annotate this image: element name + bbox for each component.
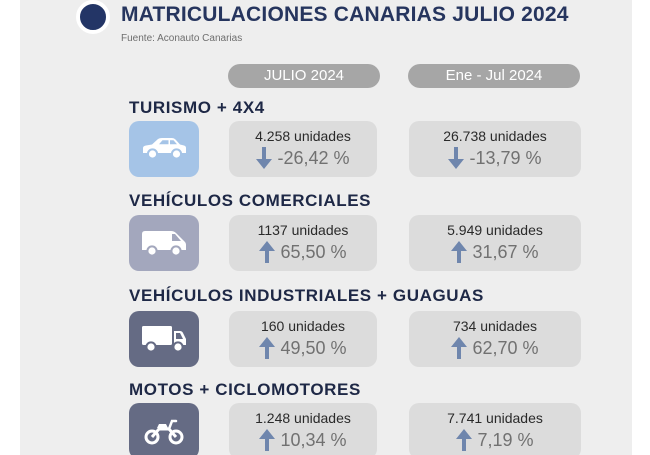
percent-change: 10,34 % xyxy=(229,429,377,451)
percent-change: 31,67 % xyxy=(409,241,581,263)
stat-industriales-month: 160 unidades 49,50 % xyxy=(229,311,377,367)
percent-value: 7,19 % xyxy=(477,429,534,450)
percent-value: 62,70 % xyxy=(472,337,539,358)
infographic-card: MATRICULACIONES CANARIAS JULIO 2024 Fuen… xyxy=(20,0,632,455)
arrow-up-icon xyxy=(259,241,276,263)
car-icon xyxy=(143,138,186,160)
section-icon-box-turismo xyxy=(129,121,199,177)
stat-turismo-month: 4.258 unidades -26,42 % xyxy=(229,121,377,177)
arrow-down-icon xyxy=(448,147,465,169)
section-icon-box-industriales xyxy=(129,311,199,367)
section-title-industriales: VEHÍCULOS INDUSTRIALES + GUAGUAS xyxy=(129,286,484,305)
units-value: 4.258 unidades xyxy=(255,128,351,144)
page-title: MATRICULACIONES CANARIAS JULIO 2024 xyxy=(121,3,569,26)
percent-value: 10,34 % xyxy=(280,429,347,450)
stat-motos-ytd: 7.741 unidades 7,19 % xyxy=(409,403,581,455)
arrow-up-icon xyxy=(451,337,468,359)
section-icon-box-motos xyxy=(129,403,199,455)
stat-comerciales-ytd: 5.949 unidades 31,67 % xyxy=(409,215,581,271)
percent-value: 65,50 % xyxy=(280,241,347,262)
motorcycle-icon xyxy=(144,419,184,445)
percent-change: 49,50 % xyxy=(229,337,377,359)
header-bullet xyxy=(76,0,110,34)
van-icon xyxy=(142,231,186,257)
percent-value: -26,42 % xyxy=(277,147,350,168)
percent-change: -26,42 % xyxy=(229,147,377,169)
section-icon-box-comerciales xyxy=(129,215,199,271)
arrow-up-icon xyxy=(259,337,276,359)
arrow-up-icon xyxy=(451,241,468,263)
percent-change: 7,19 % xyxy=(409,429,581,451)
percent-change: 65,50 % xyxy=(229,241,377,263)
units-value: 1137 unidades xyxy=(257,222,349,238)
units-value: 1.248 unidades xyxy=(255,410,351,426)
arrow-up-icon xyxy=(456,429,473,451)
units-value: 734 unidades xyxy=(452,318,538,334)
percent-change: 62,70 % xyxy=(409,337,581,359)
section-title-motos: MOTOS + CICLOMOTORES xyxy=(129,380,361,399)
percent-value: 31,67 % xyxy=(472,241,539,262)
units-value: 160 unidades xyxy=(260,318,346,334)
stat-comerciales-month: 1137 unidades 65,50 % xyxy=(229,215,377,271)
truck-icon xyxy=(142,326,186,353)
arrow-down-icon xyxy=(256,147,273,169)
source-note: Fuente: Aconauto Canarias xyxy=(121,33,243,44)
stat-motos-month: 1.248 unidades 10,34 % xyxy=(229,403,377,455)
stat-turismo-ytd: 26.738 unidades -13,79 % xyxy=(409,121,581,177)
percent-change: -13,79 % xyxy=(409,147,581,169)
units-value: 26.738 unidades xyxy=(443,128,547,144)
column-header-month: JULIO 2024 xyxy=(228,64,380,88)
column-header-ytd: Ene - Jul 2024 xyxy=(408,64,580,88)
percent-value: 49,50 % xyxy=(280,337,347,358)
arrow-up-icon xyxy=(259,429,276,451)
units-value: 7.741 unidades xyxy=(447,410,543,426)
percent-value: -13,79 % xyxy=(469,147,542,168)
stat-industriales-ytd: 734 unidades 62,70 % xyxy=(409,311,581,367)
section-title-comerciales: VEHÍCULOS COMERCIALES xyxy=(129,191,372,210)
units-value: 5.949 unidades xyxy=(447,222,543,238)
section-title-turismo: TURISMO + 4X4 xyxy=(129,98,265,117)
